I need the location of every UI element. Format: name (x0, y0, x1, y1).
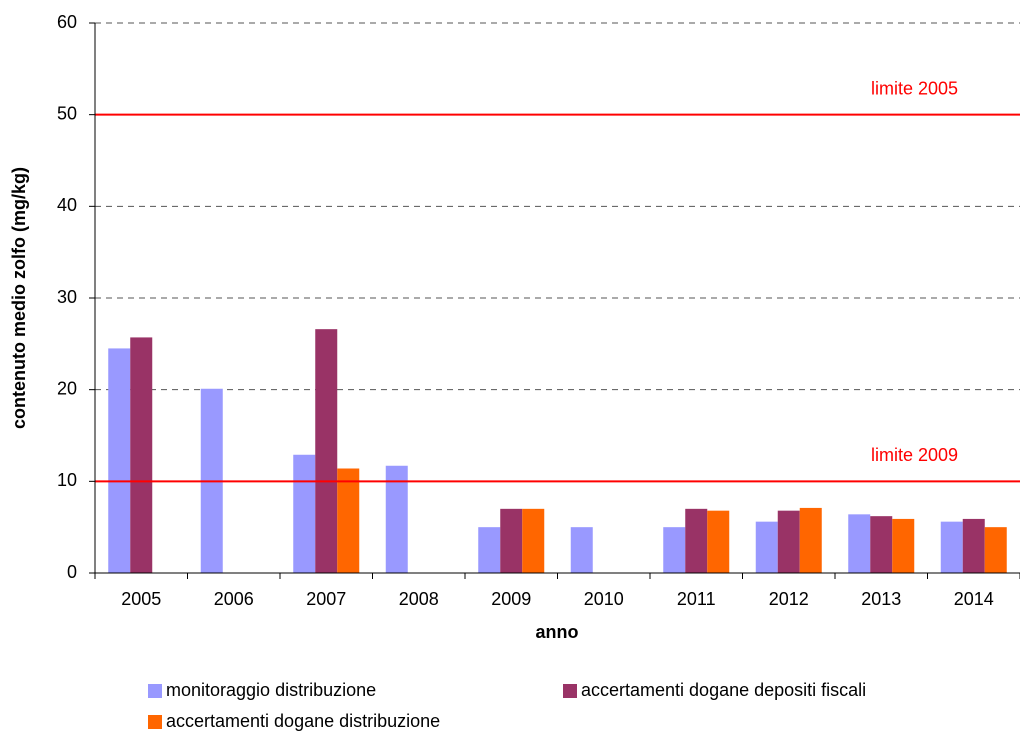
bar (940, 521, 963, 573)
bar (293, 454, 316, 573)
bar (315, 329, 338, 573)
x-tick-label: 2013 (861, 589, 901, 609)
x-tick-label: 2011 (677, 589, 716, 609)
legend-label: accertamenti dogane depositi fiscali (581, 680, 866, 700)
x-tick-label: 2005 (121, 589, 161, 609)
y-tick-label: 60 (57, 12, 77, 32)
bar (478, 527, 501, 573)
bar (870, 516, 893, 573)
x-tick-label: 2010 (584, 589, 624, 609)
x-axis-label: anno (536, 622, 579, 642)
bar (962, 518, 985, 573)
bar (707, 510, 730, 573)
y-tick-label: 10 (57, 470, 77, 490)
legend-label: accertamenti dogane distribuzione (166, 711, 440, 731)
bar (685, 508, 708, 573)
y-tick-label: 50 (57, 103, 77, 123)
reference-label: limite 2009 (871, 445, 958, 465)
legend-swatch (563, 684, 577, 698)
y-tick-label: 20 (57, 378, 77, 398)
x-tick-label: 2007 (306, 589, 346, 609)
bar (755, 521, 778, 573)
y-tick-label: 40 (57, 195, 77, 215)
bar (984, 527, 1007, 573)
bar (130, 337, 153, 573)
y-axis-label: contenuto medio zolfo (mg/kg) (9, 167, 29, 429)
legend-label: monitoraggio distribuzione (166, 680, 376, 700)
bar (570, 527, 593, 573)
bar (848, 514, 871, 573)
x-tick-label: 2012 (769, 589, 809, 609)
bar (385, 465, 408, 573)
bar (777, 510, 800, 573)
legend-swatch (148, 715, 162, 729)
y-tick-label: 0 (67, 562, 77, 582)
bar (522, 508, 545, 573)
reference-label: limite 2005 (871, 78, 958, 98)
x-tick-label: 2008 (399, 589, 439, 609)
bar (892, 518, 915, 573)
x-tick-label: 2014 (954, 589, 994, 609)
x-tick-label: 2006 (214, 589, 254, 609)
legend-swatch (148, 684, 162, 698)
bar (500, 508, 523, 573)
bar (108, 348, 131, 573)
bar (799, 507, 822, 573)
bar (663, 527, 686, 573)
y-tick-label: 30 (57, 287, 77, 307)
x-tick-label: 2009 (491, 589, 531, 609)
bar (337, 468, 360, 573)
